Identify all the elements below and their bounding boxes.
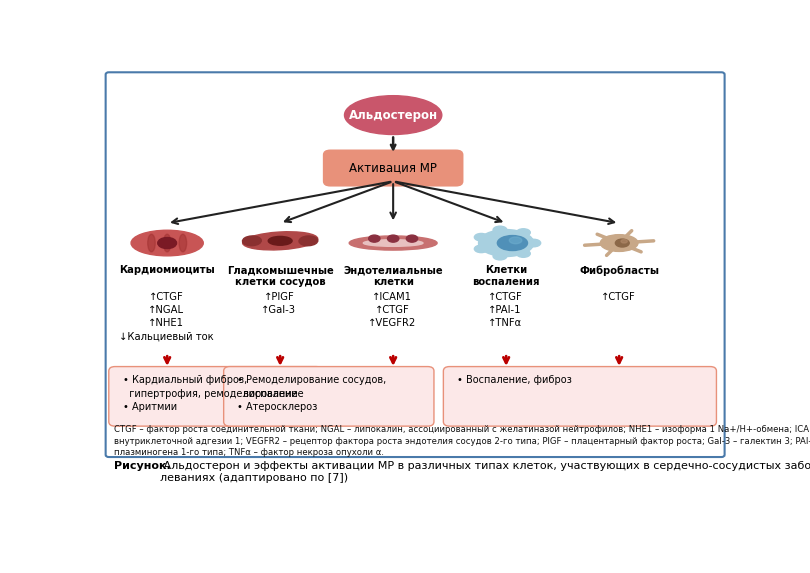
- FancyBboxPatch shape: [323, 150, 463, 187]
- Ellipse shape: [364, 240, 423, 246]
- Text: Гладкомышечные
клетки сосудов: Гладкомышечные клетки сосудов: [227, 265, 334, 286]
- Ellipse shape: [242, 236, 262, 246]
- Text: Фибробласты: Фибробласты: [579, 265, 659, 276]
- Ellipse shape: [509, 237, 522, 244]
- FancyBboxPatch shape: [109, 367, 322, 426]
- Text: ↑ICAM1: ↑ICAM1: [372, 292, 412, 301]
- Text: ↑CTGF: ↑CTGF: [600, 292, 635, 301]
- Ellipse shape: [243, 231, 318, 250]
- Text: ↑CTGF: ↑CTGF: [488, 292, 522, 301]
- Ellipse shape: [147, 234, 156, 252]
- Ellipse shape: [387, 235, 399, 242]
- Text: Альдостерон и эффекты активации МР в различных типах клеток, участвующих в серде: Альдостерон и эффекты активации МР в раз…: [160, 461, 810, 484]
- Ellipse shape: [344, 96, 441, 135]
- Ellipse shape: [407, 235, 418, 242]
- Text: Кардиомиоциты: Кардиомиоциты: [119, 265, 215, 275]
- Ellipse shape: [600, 235, 638, 252]
- Text: ↑NGAL: ↑NGAL: [148, 305, 184, 315]
- Ellipse shape: [526, 240, 541, 247]
- Ellipse shape: [158, 238, 177, 249]
- Text: ↑VEGFR2: ↑VEGFR2: [368, 318, 416, 328]
- FancyBboxPatch shape: [224, 367, 434, 426]
- Ellipse shape: [493, 226, 507, 234]
- Text: ↑PlGF: ↑PlGF: [263, 292, 294, 301]
- Ellipse shape: [493, 253, 507, 260]
- Text: ↑CTGF: ↑CTGF: [148, 292, 183, 301]
- Text: ↑TNFα: ↑TNFα: [488, 318, 522, 328]
- Text: ↑PAI-1: ↑PAI-1: [488, 305, 522, 315]
- Text: Эндотелиальные
клетки: Эндотелиальные клетки: [343, 265, 443, 286]
- Ellipse shape: [517, 250, 531, 257]
- Text: ↑Gal-3: ↑Gal-3: [262, 305, 296, 315]
- Text: Активация МР: Активация МР: [349, 162, 437, 175]
- Ellipse shape: [475, 233, 488, 241]
- Text: Клетки
воспаления: Клетки воспаления: [472, 265, 540, 286]
- Ellipse shape: [299, 236, 318, 246]
- FancyBboxPatch shape: [443, 367, 716, 426]
- Ellipse shape: [479, 230, 534, 257]
- Text: • Ремоделирование сосудов,
  воспаление
• Атеросклероз: • Ремоделирование сосудов, воспаление • …: [237, 375, 386, 412]
- Text: ↑NHE1: ↑NHE1: [148, 318, 184, 328]
- Ellipse shape: [517, 229, 531, 236]
- Text: ↓Кальциевый ток: ↓Кальциевый ток: [118, 331, 213, 342]
- Text: Рисунок.: Рисунок.: [113, 461, 171, 470]
- Ellipse shape: [475, 245, 488, 253]
- Text: ↑CTGF: ↑CTGF: [374, 305, 409, 315]
- Ellipse shape: [268, 237, 292, 245]
- FancyBboxPatch shape: [105, 72, 725, 457]
- Text: • Воспаление, фиброз: • Воспаление, фиброз: [457, 375, 572, 386]
- Ellipse shape: [164, 234, 171, 252]
- Ellipse shape: [131, 230, 203, 256]
- Text: • Кардиальный фиброз,
  гипертрофия, ремоделирование
• Аритмии: • Кардиальный фиброз, гипертрофия, ремод…: [122, 375, 297, 412]
- Text: CTGF – фактор роста соединительной ткани; NGAL – липокалин, ассоциированный с же: CTGF – фактор роста соединительной ткани…: [113, 425, 810, 457]
- Ellipse shape: [369, 235, 380, 242]
- Text: Альдостерон: Альдостерон: [348, 109, 437, 121]
- Ellipse shape: [497, 236, 527, 250]
- Ellipse shape: [179, 234, 186, 252]
- Ellipse shape: [349, 236, 437, 250]
- Ellipse shape: [621, 240, 627, 243]
- Ellipse shape: [616, 239, 629, 247]
